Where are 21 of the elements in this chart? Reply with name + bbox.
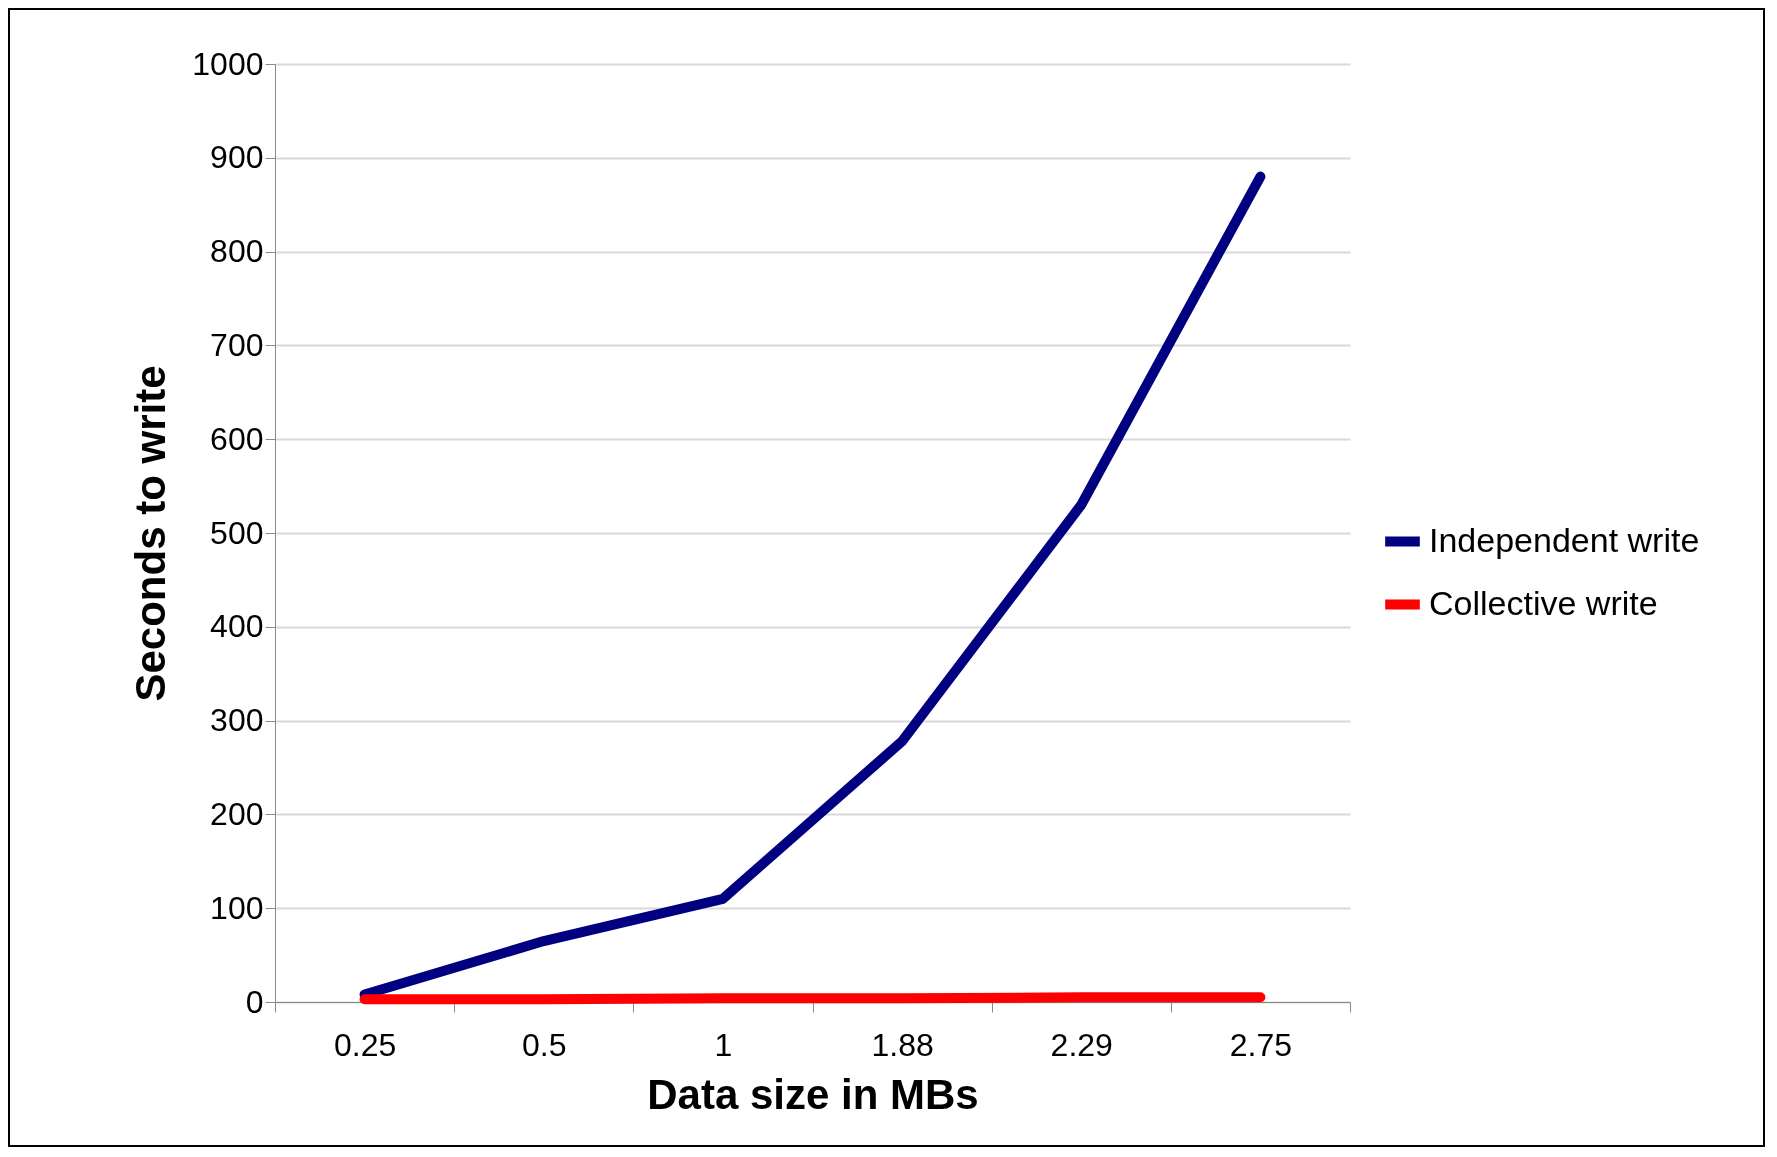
x-tick-label: 1: [714, 1026, 733, 1063]
x-tick-label: 0.5: [522, 1026, 567, 1063]
y-axis-title: Seconds to write: [127, 365, 175, 702]
y-tick-label: 0: [245, 983, 264, 1020]
y-tick-label: 1000: [192, 45, 264, 82]
y-tick-label: 100: [210, 889, 264, 926]
y-tick-label: 800: [210, 233, 264, 270]
x-tick-label: 1.88: [871, 1026, 934, 1063]
x-tick-label: 2.75: [1229, 1026, 1293, 1063]
legend-label: Collective write: [1429, 583, 1658, 622]
y-tick-label: 200: [210, 795, 264, 832]
y-tick-label: 900: [210, 139, 264, 176]
y-tick-label: 500: [210, 514, 264, 551]
y-tick-label: 400: [210, 608, 264, 645]
x-tick-label: 0.25: [333, 1026, 397, 1063]
y-tick-label: 300: [210, 702, 264, 739]
legend-label: Independent write: [1429, 520, 1700, 559]
x-tick-label: 2.29: [1050, 1026, 1113, 1063]
y-tick-label: 600: [210, 420, 264, 457]
x-axis-title: Data size in MBs: [647, 1070, 979, 1118]
y-tick-label: 700: [210, 326, 264, 363]
